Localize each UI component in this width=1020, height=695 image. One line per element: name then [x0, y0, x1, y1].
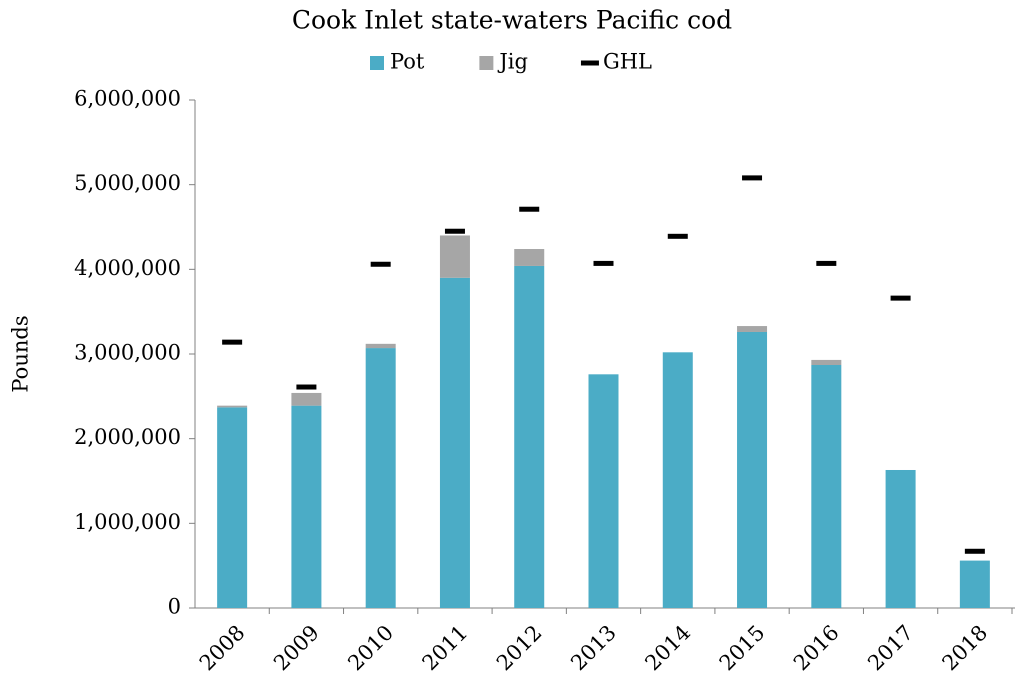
ghl-marker: [742, 175, 763, 181]
y-tick-label: 6,000,000: [74, 87, 181, 111]
ghl-marker: [519, 206, 540, 212]
legend-label: Pot: [390, 50, 425, 74]
x-tick-label: 2014: [640, 620, 695, 675]
x-tick-label: 2017: [863, 620, 918, 675]
x-tick-label: 2008: [195, 620, 250, 675]
y-tick-label: 4,000,000: [74, 256, 181, 280]
ghl-marker: [667, 233, 688, 239]
legend-swatch: [580, 60, 599, 66]
x-tick-label: 2013: [566, 620, 621, 675]
bar-segment: [291, 405, 322, 608]
bar-segment: [811, 359, 842, 366]
bar-segment: [885, 469, 916, 608]
legend-swatch: [479, 56, 494, 70]
ghl-marker: [296, 384, 317, 390]
ghl-marker: [370, 261, 391, 267]
bar-segment: [365, 348, 396, 608]
y-tick-label: 3,000,000: [74, 341, 181, 365]
ghl-marker: [890, 295, 911, 301]
ghl-marker: [816, 260, 837, 266]
bar-segment: [291, 392, 322, 406]
bar-segment: [439, 277, 470, 608]
chart-title: Cook Inlet state-waters Pacific cod: [292, 6, 732, 35]
y-tick-label: 5,000,000: [74, 171, 181, 195]
bar-segment: [365, 343, 396, 349]
ghl-marker: [593, 260, 614, 266]
y-tick-label: 1,000,000: [74, 510, 181, 534]
bar-segment: [588, 374, 619, 608]
x-tick-label: 2012: [492, 620, 547, 675]
legend-label: Jig: [497, 50, 528, 74]
bar-segment: [439, 235, 470, 278]
bar-segment: [662, 352, 693, 608]
x-tick-label: 2010: [343, 620, 398, 675]
ghl-marker: [222, 339, 243, 345]
bar-segment: [959, 560, 990, 608]
y-axis-label: Pounds: [9, 315, 33, 392]
bar-segment: [737, 331, 768, 608]
bar-segment: [811, 365, 842, 608]
legend-swatch: [370, 56, 384, 70]
bar-segment: [217, 405, 248, 408]
bar-segment: [514, 265, 545, 608]
legend-label: GHL: [603, 50, 652, 74]
y-tick-label: 2,000,000: [74, 425, 181, 449]
bar-segment: [514, 249, 545, 266]
x-tick-label: 2016: [789, 620, 844, 675]
x-tick-label: 2015: [715, 620, 770, 675]
bar-segment: [217, 407, 248, 608]
ghl-marker: [444, 228, 465, 234]
y-tick-label: 0: [168, 595, 181, 619]
ghl-marker: [964, 548, 985, 554]
x-tick-label: 2011: [418, 620, 473, 675]
x-tick-label: 2009: [269, 620, 324, 675]
x-tick-label: 2018: [938, 620, 993, 675]
bar-segment: [737, 326, 768, 332]
